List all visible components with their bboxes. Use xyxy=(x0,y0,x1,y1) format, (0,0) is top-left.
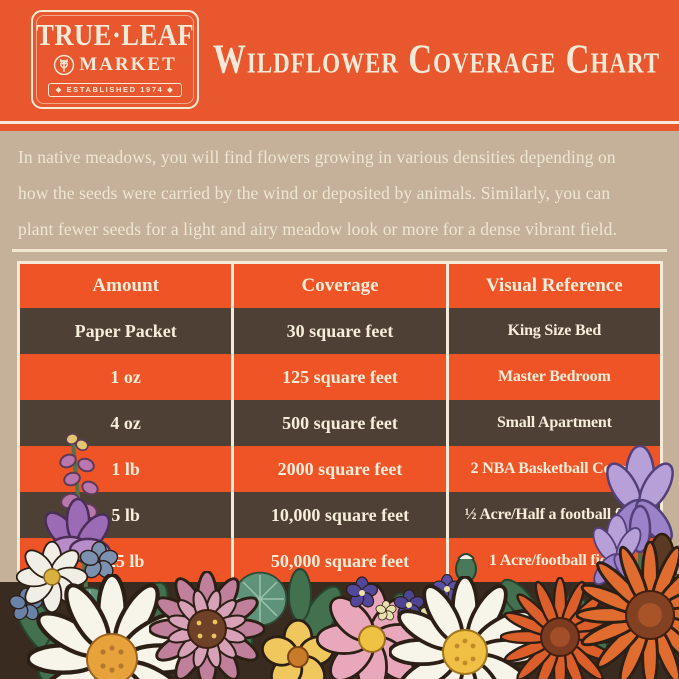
header-divider-line xyxy=(0,121,679,124)
column-header-visual-reference: Visual Reference xyxy=(445,264,660,308)
poppy-center xyxy=(43,568,61,586)
table-row: 5 lb 10,000 square feet ½ Acre/Half a foot… xyxy=(20,492,660,538)
wildflower-border-illustration xyxy=(0,433,679,679)
table-cell: 4 oz xyxy=(20,400,232,446)
page-title: Wildflower Coverage Chart xyxy=(212,37,661,83)
table-cell: 2000 square feet xyxy=(231,446,446,492)
table-row: 1 lb 2000 square feet 2 NBA Basketball Cou… xyxy=(20,446,660,492)
header-band: TRUE·LEAF MARKET ◆ ESTABLISHED 1974 ◆ Wi… xyxy=(0,0,679,121)
purple-iris-flower xyxy=(606,444,674,584)
logo-name-top: TRUE·LEAF xyxy=(36,18,194,53)
coverage-table: Amount Coverage Visual Reference Paper P… xyxy=(17,261,663,587)
table-row: Paper Packet 30 square feet King Size Bed xyxy=(20,308,660,354)
true-leaf-market-logo: TRUE·LEAF MARKET ◆ ESTABLISHED 1974 ◆ xyxy=(31,10,199,109)
table-row: 4 oz 500 square feet Small Apartment xyxy=(20,400,660,446)
table-cell: Small Apartment xyxy=(445,400,660,446)
table-header-row: Amount Coverage Visual Reference xyxy=(20,264,660,308)
table-cell: 125 square feet xyxy=(231,354,446,400)
table-row: 1 oz 125 square feet Master Bedroom xyxy=(20,354,660,400)
logo-name-bottom: MARKET xyxy=(79,54,177,76)
logo-established: ◆ ESTABLISHED 1974 ◆ xyxy=(47,82,183,98)
table-cell: 1 lb xyxy=(20,446,232,492)
table-cell: King Size Bed xyxy=(445,308,660,354)
table-cell: 1 oz xyxy=(20,354,232,400)
table-cell: 500 square feet xyxy=(231,400,446,446)
intro-divider-line xyxy=(12,249,667,252)
header-accent-stripe xyxy=(0,124,679,131)
column-header-amount: Amount xyxy=(20,264,232,308)
wheat-icon xyxy=(54,54,75,75)
intro-paragraph: In native meadows, you will find flowers… xyxy=(18,147,617,239)
table-cell: Master Bedroom xyxy=(445,354,660,400)
column-header-coverage: Coverage xyxy=(231,264,446,308)
table-cell: Paper Packet xyxy=(20,308,232,354)
table-cell: 30 square feet xyxy=(231,308,446,354)
table-cell: 10,000 square feet xyxy=(231,492,446,538)
table-body: Paper Packet 30 square feet King Size Bed 1… xyxy=(20,308,660,584)
